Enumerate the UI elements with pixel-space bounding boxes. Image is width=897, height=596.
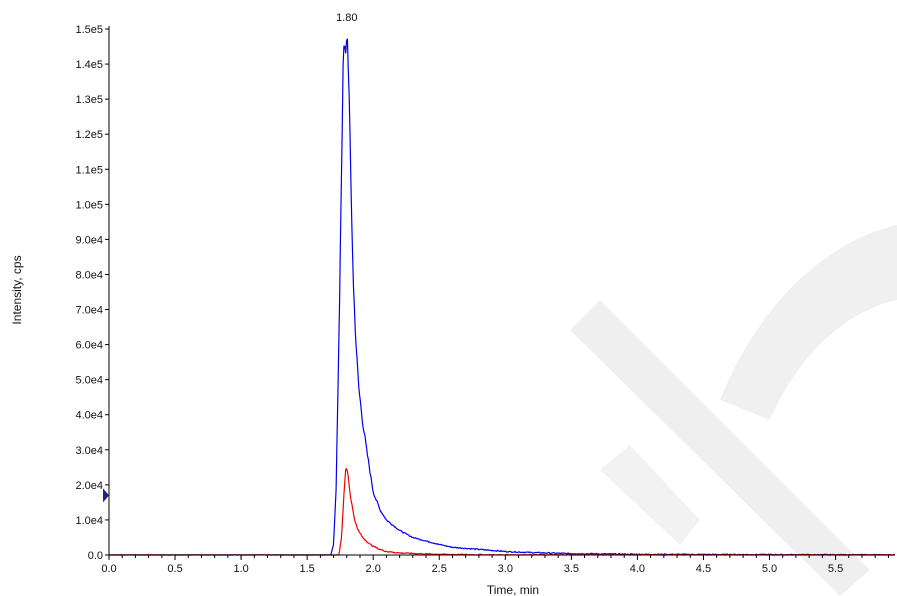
x-axis-title: Time, min [487,583,539,596]
y-tick-label: 1.0e5 [75,199,103,211]
x-tick-label: 4.5 [696,563,711,575]
x-tick-label: 5.0 [762,563,777,575]
y-tick-label: 6.0e4 [75,340,103,352]
y-tick-label: 1.4e5 [75,59,103,71]
y-tick-label: 2.0e4 [75,480,103,492]
x-tick-label: 4.0 [630,563,645,575]
y-tick-label: 9.0e4 [75,234,103,246]
y-tick-label: 7.0e4 [75,305,103,317]
y-tick-label: 1.2e5 [75,129,103,141]
x-tick-label: 5.5 [828,563,843,575]
y-tick-label: 4.0e4 [75,410,103,422]
watermark-logo [570,225,897,596]
x-tick-label: 2.5 [432,563,447,575]
y-tick-label: 0.0 [88,550,103,562]
x-tick-label: 2.0 [366,563,381,575]
y-axis-title: Intensity, cps [10,255,24,324]
y-axis-marker-icon [103,488,109,503]
y-tick-label: 1.1e5 [75,164,103,176]
x-tick-label: 3.0 [498,563,513,575]
x-tick-label: 0.5 [167,563,182,575]
x-tick-label: 3.5 [564,563,579,575]
y-tick-label: 1.3e5 [75,94,103,106]
y-tick-label: 5.0e4 [75,375,103,387]
y-tick-label: 1.0e4 [75,515,103,527]
x-tick-label: 0.0 [101,563,116,575]
y-tick-label: 1.5e5 [75,24,103,36]
y-tick-label: 3.0e4 [75,445,103,457]
x-tick-label: 1.5 [300,563,315,575]
y-tick-label: 8.0e4 [75,269,103,281]
peak-label: 1.80 [336,12,357,24]
x-tick-label: 1.0 [233,563,248,575]
